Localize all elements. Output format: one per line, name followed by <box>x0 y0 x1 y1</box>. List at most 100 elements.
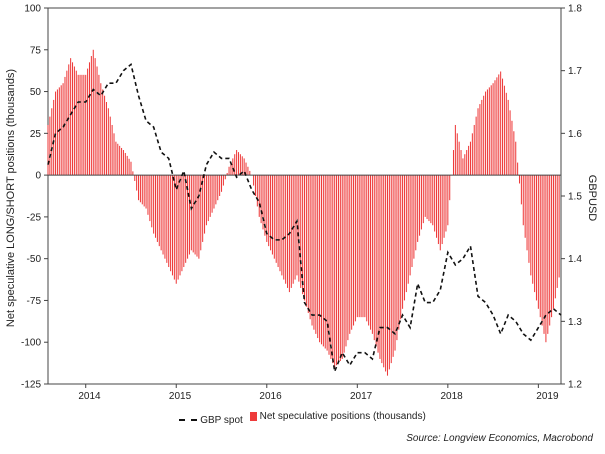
bar-47 <box>136 175 138 191</box>
bar-178 <box>383 175 385 368</box>
bar-50 <box>141 175 143 205</box>
bar-132 <box>296 175 298 276</box>
bar-153 <box>336 175 338 366</box>
bar-179 <box>385 175 387 372</box>
bar-61 <box>162 175 164 255</box>
bar-57 <box>154 175 157 238</box>
bar-43 <box>128 158 130 176</box>
bar-86 <box>209 175 211 217</box>
bar-197 <box>419 175 421 236</box>
bar-196 <box>417 175 419 242</box>
bar-257 <box>532 175 534 284</box>
bar-172 <box>371 175 373 334</box>
bar-73 <box>185 175 187 263</box>
bar-181 <box>388 175 390 370</box>
bar-165 <box>358 175 360 318</box>
bar-175 <box>377 175 379 353</box>
bar-19 <box>83 74 85 176</box>
bar-137 <box>305 175 307 307</box>
bar-247 <box>513 131 515 176</box>
bar-234 <box>488 87 490 176</box>
bar-155 <box>339 175 341 362</box>
bar-269 <box>554 175 556 299</box>
bar-244 <box>507 99 509 176</box>
bars-group <box>47 49 561 376</box>
bar-74 <box>187 175 189 259</box>
bar-78 <box>194 175 196 255</box>
bar-206 <box>436 175 438 238</box>
legend-label-net-positions: Net speculative positions (thousands) <box>259 411 426 422</box>
bar-162 <box>353 175 355 326</box>
bar-213 <box>449 175 451 201</box>
bar-267 <box>551 175 553 318</box>
x-tick-label-2: 2016 <box>259 391 282 402</box>
bar-160 <box>349 175 351 334</box>
bar-255 <box>528 175 530 263</box>
bar-41 <box>124 152 126 176</box>
bar-177 <box>381 175 383 364</box>
bar-161 <box>351 175 353 330</box>
bar-29 <box>102 89 104 176</box>
bar-157 <box>343 175 345 353</box>
bar-187 <box>400 175 402 320</box>
bar-0 <box>47 124 49 176</box>
bar-11 <box>68 64 70 176</box>
bar-15 <box>75 70 77 176</box>
bar-236 <box>492 83 494 176</box>
bar-62 <box>164 175 166 259</box>
bar-55 <box>151 175 153 228</box>
bar-31 <box>105 102 107 176</box>
bar-158 <box>345 175 347 347</box>
bar-80 <box>198 175 200 259</box>
bar-103 <box>241 156 243 176</box>
bar-173 <box>373 175 375 341</box>
y-left-tick-label-9: -125 <box>21 380 41 391</box>
bar-94 <box>224 175 226 180</box>
bar-5 <box>56 89 58 176</box>
bar-24 <box>92 49 94 176</box>
bar-224 <box>469 141 471 176</box>
bar-98 <box>232 158 234 176</box>
bar-109 <box>253 175 255 186</box>
bar-129 <box>290 175 292 288</box>
bar-49 <box>139 175 141 203</box>
bar-123 <box>279 175 281 272</box>
bar-222 <box>466 150 468 176</box>
bar-39 <box>121 147 123 176</box>
bar-218 <box>458 141 460 176</box>
bar-258 <box>534 175 536 293</box>
bar-91 <box>219 175 221 196</box>
bar-254 <box>526 175 528 251</box>
bar-152 <box>334 175 336 368</box>
bar-87 <box>211 175 213 213</box>
bar-143 <box>317 175 319 339</box>
bar-144 <box>319 175 321 343</box>
bar-240 <box>500 71 502 176</box>
bar-44 <box>130 161 132 176</box>
bar-84 <box>205 175 207 226</box>
y-right-tick-label-5: 1.3 <box>568 317 582 328</box>
bar-248 <box>515 141 517 176</box>
bar-271 <box>558 175 560 278</box>
bar-245 <box>509 110 511 176</box>
bar-115 <box>264 175 266 236</box>
bar-139 <box>309 175 311 320</box>
bar-135 <box>302 175 304 295</box>
bar-239 <box>498 74 500 176</box>
bar-219 <box>460 150 462 176</box>
bar-264 <box>545 175 547 343</box>
bar-60 <box>160 175 162 251</box>
bar-233 <box>486 89 488 176</box>
bar-211 <box>445 175 447 232</box>
x-tick-label-3: 2017 <box>350 391 373 402</box>
bar-21 <box>87 68 89 176</box>
bar-70 <box>179 175 181 276</box>
bar-105 <box>245 162 247 176</box>
bar-260 <box>537 175 539 309</box>
bar-146 <box>322 175 324 347</box>
y-right-tick-label-0: 1.8 <box>568 4 582 15</box>
bar-53 <box>147 175 149 215</box>
bar-58 <box>156 175 158 242</box>
bar-150 <box>330 175 332 359</box>
